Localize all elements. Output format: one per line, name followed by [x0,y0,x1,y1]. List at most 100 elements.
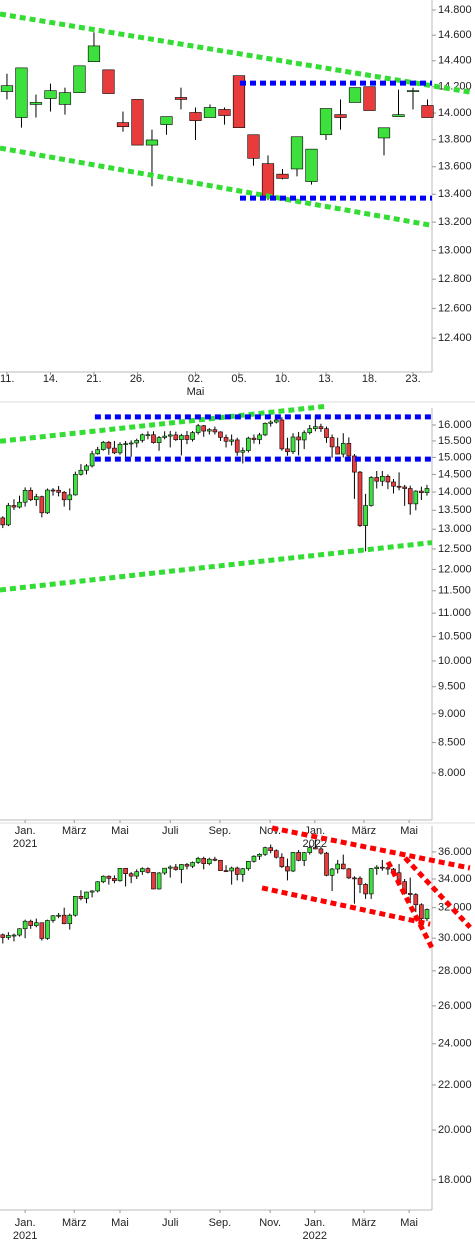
candle-body [363,884,368,895]
x-tick-label: Jan. [304,1217,325,1229]
candle-body [279,419,285,450]
candle-body [50,915,56,921]
candle-body [151,434,156,443]
candle-body [179,435,184,440]
candle-body [285,448,290,453]
candle-body [212,429,218,433]
candle-body [368,868,374,895]
y-tick-label: 8.500 [438,736,466,748]
x-tick-label: Jan. [15,1217,36,1229]
candle-body [246,437,251,451]
candle-body [296,436,301,441]
candle-body [0,517,6,526]
x-tick-label: 2021 [13,1230,37,1242]
candle-body [6,935,11,938]
x-tick-label: 26. [130,373,145,385]
candle-body [273,419,279,423]
candle-body [257,854,262,857]
candle-body [39,496,45,514]
candle-body [290,852,296,872]
y-tick-label: 11.500 [438,585,471,597]
candle-body [262,847,268,855]
x-tick-label: Juli [162,825,179,837]
candle-body [346,443,352,457]
candle-body [128,873,134,877]
candle-body [156,437,162,443]
candle-body [251,855,257,862]
candle-body [424,909,430,920]
candle-body [173,866,179,870]
candle-body [0,85,14,92]
candle-body [246,861,251,870]
candle-body [407,893,413,895]
y-tick-label: 12.000 [438,563,472,575]
candle-body [11,934,17,937]
candle-body [391,481,396,487]
candle-body [22,489,28,503]
candle-body [296,852,301,861]
y-tick-label: 14.000 [438,486,472,498]
candle-body [84,891,89,899]
x-tick-label: März [62,825,86,837]
candle-body [95,881,100,892]
candle-body [95,449,100,455]
candle-body [251,437,257,440]
candle-body [262,423,268,436]
candle-body [87,45,101,62]
candle-body [257,434,262,440]
x-tick-label: Jan. [304,825,325,837]
x-tick-label: Jan. [15,825,36,837]
y-tick-label: 28.000 [438,965,472,977]
x-tick-label: Mai [400,1217,418,1229]
candle-body [28,920,34,926]
y-tick-label: 13.200 [438,216,472,228]
candle-body [89,453,95,467]
y-tick-label: 12.800 [438,273,472,285]
y-tick-label: 13.500 [438,504,472,516]
candle-body [268,847,274,851]
y-tick-label: 9.500 [438,681,466,693]
candle-body [385,475,391,483]
x-tick-label: 11. [0,373,14,385]
candle-body [419,904,424,920]
candle-body [232,75,246,128]
candle-body [6,505,11,526]
candle-body [73,895,78,916]
candle-body [123,867,128,875]
candle-body [195,858,201,863]
candle-body [290,136,304,170]
candle-body [116,122,130,128]
candle-body [58,92,72,105]
trend-line [403,856,472,930]
candle-body [374,477,380,482]
candle-body [223,437,229,442]
candle-body [112,878,117,882]
candle-body [357,877,363,885]
candle-body [229,867,234,872]
trend-line [0,403,329,444]
trend-line [0,540,433,593]
candle-body [112,447,117,454]
candle-body [318,848,324,854]
y-tick-label: 12.600 [438,302,472,314]
candle-body [179,864,184,870]
candle-body [335,446,340,455]
candle-body [407,488,413,505]
candle-body [167,434,173,437]
x-tick-label: Mai [111,825,129,837]
candle-body [406,90,420,92]
x-tick-label: 2022 [303,1230,327,1242]
candle-body [128,442,134,445]
candle-body [352,455,357,473]
candle-body [377,127,391,139]
candle-body [301,432,307,441]
candle-body [89,890,95,893]
x-tick-label: Sep. [209,825,232,837]
y-tick-label: 15.000 [438,451,472,463]
candle-body [0,934,6,938]
candle-body [184,864,190,867]
candle-body [223,870,229,872]
y-tick-label: 20.000 [438,1124,472,1136]
candle-body [318,426,324,429]
